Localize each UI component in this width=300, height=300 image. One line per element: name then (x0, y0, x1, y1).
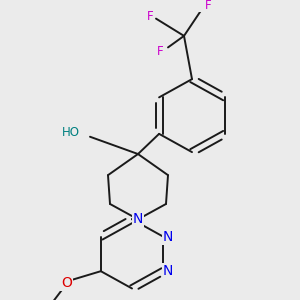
Text: F: F (147, 10, 153, 23)
Text: O: O (61, 276, 72, 290)
Text: F: F (205, 0, 211, 12)
Text: HO: HO (62, 126, 80, 140)
Text: N: N (163, 230, 173, 244)
Text: N: N (163, 264, 173, 278)
Text: N: N (133, 212, 143, 226)
Text: F: F (157, 45, 163, 58)
